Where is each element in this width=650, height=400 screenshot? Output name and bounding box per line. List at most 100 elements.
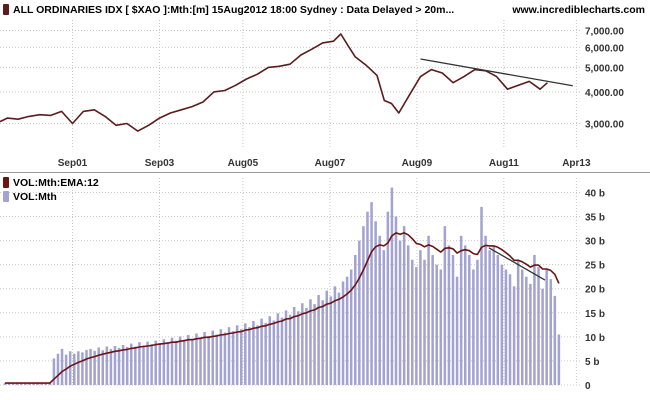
volume-bar	[276, 313, 280, 385]
volume-bar	[28, 383, 31, 385]
volume-bar	[398, 240, 402, 385]
price-x-tick-label: Sep03	[145, 158, 175, 169]
volume-bar	[321, 300, 324, 385]
volume-bar	[480, 206, 483, 385]
volume-bar	[447, 245, 451, 385]
volume-legend: VOL:Mth:EMA:12 VOL:Mth	[3, 177, 99, 203]
volume-bar	[537, 267, 540, 385]
volume-bar	[333, 286, 337, 385]
chart-title: ALL ORDINARIES IDX [ $XAO ]:Mth:[m] 15Au…	[13, 4, 454, 16]
legend-swatch-ema	[3, 177, 9, 188]
price-series-line	[0, 33, 548, 132]
volume-bar	[484, 235, 487, 385]
volume-bar	[488, 250, 491, 385]
volume-y-tick-label: 40 b	[585, 188, 605, 199]
volume-bar	[52, 358, 56, 385]
volume-bar	[439, 269, 443, 385]
volume-bar	[138, 342, 141, 385]
volume-bar	[382, 250, 386, 385]
volume-bar	[56, 353, 60, 385]
volume-bar	[354, 255, 357, 385]
volume-bar	[358, 240, 361, 385]
volume-bar	[121, 345, 125, 385]
volume-bar	[504, 269, 508, 385]
volume-bar	[313, 304, 316, 385]
volume-bar	[370, 202, 373, 385]
volume-bar	[288, 314, 292, 385]
volume-y-tick-label: 5 b	[585, 357, 599, 368]
volume-bar	[248, 327, 251, 385]
volume-bar	[130, 343, 133, 385]
volume-bar	[166, 342, 170, 385]
volume-bar	[146, 341, 149, 385]
volume-bar	[549, 279, 552, 385]
volume-bar	[557, 334, 561, 385]
volume-bar	[492, 245, 495, 385]
volume-bar	[468, 255, 471, 385]
volume-trendline	[488, 247, 546, 281]
volume-bar	[134, 346, 137, 385]
volume-bar	[117, 347, 121, 385]
volume-bar	[496, 255, 500, 385]
volume-bar	[476, 259, 479, 385]
volume-bar	[394, 216, 398, 385]
volume-bar	[541, 288, 544, 385]
legend-swatch-vol	[3, 191, 9, 202]
volume-bar	[386, 211, 390, 385]
volume-grid	[0, 178, 580, 386]
volume-bar	[512, 286, 516, 385]
price-x-tick-label: Aug05	[228, 158, 259, 169]
volume-bar	[44, 383, 48, 385]
site-watermark: www.incrediblecharts.com	[511, 4, 645, 16]
volume-bar	[443, 226, 447, 385]
volume-bar	[305, 308, 308, 385]
volume-bar	[60, 348, 64, 385]
price-x-tick-label: Aug07	[315, 158, 346, 169]
legend-label-vol: VOL:Mth	[13, 191, 57, 203]
volume-bar	[292, 307, 296, 385]
volume-y-axis: 0 5 b 10 b 15 b 20 b 25 b 30 b 35 b 40 b	[585, 188, 605, 392]
volume-bar	[105, 346, 109, 385]
volume-bar	[178, 336, 182, 385]
volume-bar	[349, 269, 353, 385]
volume-bar	[252, 321, 255, 385]
volume-bar	[553, 295, 557, 385]
volume-bar	[260, 318, 263, 385]
volume-y-tick-label: 30 b	[585, 237, 605, 248]
volume-bar	[378, 235, 381, 385]
volume-bar	[97, 347, 100, 385]
volume-panel: 0 5 b 10 b 15 b 20 b 25 b 30 b 35 b 40 b	[0, 178, 605, 392]
title-color-swatch	[3, 4, 9, 15]
volume-bar	[406, 245, 410, 385]
volume-bar	[195, 333, 198, 385]
volume-bar	[203, 332, 206, 385]
volume-bar	[101, 350, 105, 385]
volume-bar	[77, 351, 80, 385]
volume-bar	[525, 276, 528, 385]
price-trendline	[420, 58, 573, 87]
volume-bar	[268, 316, 271, 385]
volume-bar	[158, 343, 162, 385]
volume-bar	[309, 299, 312, 385]
price-y-tick-label: 6,000.00	[585, 43, 624, 54]
volume-bar	[520, 269, 524, 385]
volume-bar	[533, 255, 536, 385]
price-x-tick-label: Aug09	[402, 158, 433, 169]
volume-bar	[109, 348, 113, 385]
volume-y-tick-label: 15 b	[585, 309, 605, 320]
volume-bar	[154, 340, 157, 385]
volume-bar	[215, 334, 219, 385]
volume-y-tick-label: 20 b	[585, 285, 605, 296]
volume-bar	[182, 339, 186, 385]
volume-bar	[451, 255, 455, 385]
volume-bar	[219, 329, 223, 385]
price-y-tick-label: 7,000.00	[585, 26, 624, 37]
volume-bar	[162, 339, 166, 385]
volume-bar	[325, 290, 329, 385]
volume-bar	[301, 303, 304, 385]
volume-bar	[81, 352, 84, 385]
volume-bar	[427, 235, 430, 385]
volume-bar	[187, 334, 190, 385]
price-y-tick-label: 5,000.00	[585, 63, 624, 74]
